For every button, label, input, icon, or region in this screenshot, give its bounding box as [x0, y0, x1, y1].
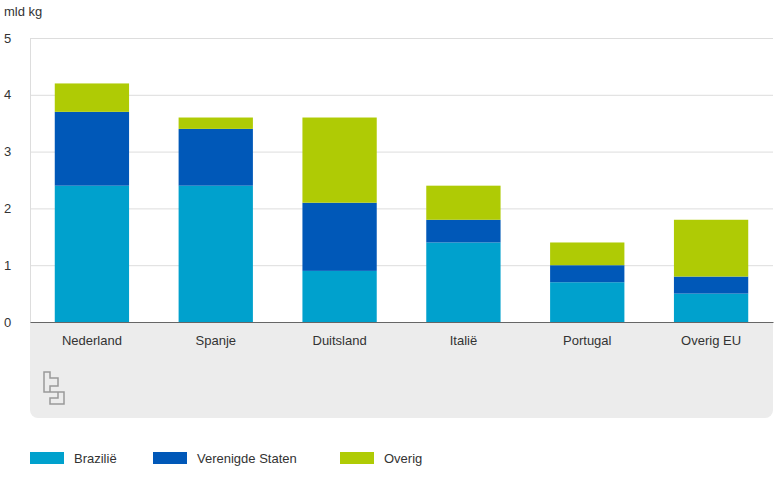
chart: 0 1 2 3 4 5 mld kg Nederland Spanje Duitsland Ital… [0, 0, 779, 477]
bar [55, 186, 129, 322]
legend-swatch [153, 452, 187, 464]
bar [674, 277, 748, 294]
grid-line [30, 152, 773, 153]
y-tick: 5 [4, 31, 773, 46]
bar [426, 242, 500, 322]
x-tick-label: Spanje [196, 333, 236, 348]
y-axis: 0 1 2 3 4 5 [4, 31, 773, 330]
bar [674, 294, 748, 322]
bar [179, 186, 253, 322]
bar [55, 83, 129, 111]
bar [302, 203, 376, 271]
y-tick-label: 5 [4, 31, 11, 46]
y-tick-label: 3 [4, 144, 11, 159]
x-tick: Nederland [62, 322, 122, 348]
bar [426, 186, 500, 220]
axis-panel [30, 322, 773, 418]
x-tick-label: Nederland [62, 333, 122, 348]
x-tick: Spanje [196, 322, 236, 348]
bar [302, 118, 376, 203]
y-tick-label: 4 [4, 87, 11, 102]
y-tick-label: 2 [4, 201, 11, 216]
bar [674, 220, 748, 277]
grid-line [30, 38, 773, 39]
bar [179, 118, 253, 129]
y-tick-label: 0 [4, 315, 11, 330]
x-tick: Duitsland [312, 322, 366, 348]
legend-swatch [340, 452, 374, 464]
bar [550, 242, 624, 265]
x-axis: Nederland Spanje Duitsland Italië Portugal Ov… [31, 322, 774, 348]
bar [550, 282, 624, 322]
legend-item: Overig [340, 451, 422, 466]
x-tick-label: Overig EU [681, 333, 741, 348]
legend-label: Brazilië [74, 451, 117, 466]
x-tick-label: Portugal [563, 333, 612, 348]
bar [179, 129, 253, 186]
bar [550, 265, 624, 282]
logo [44, 372, 64, 404]
grid-line [30, 322, 773, 323]
legend: Brazilië Verenigde Staten Overig [30, 451, 422, 466]
x-tick: Overig EU [681, 322, 741, 348]
legend-item: Brazilië [30, 451, 117, 466]
x-tick-label: Italië [450, 333, 477, 348]
legend-swatch [30, 452, 64, 464]
legend-label: Verenigde Staten [197, 451, 297, 466]
grid-line [30, 265, 773, 266]
bar [302, 271, 376, 322]
bars [55, 83, 748, 322]
bar [426, 220, 500, 243]
bar [55, 112, 129, 186]
x-tick: Italië [450, 322, 477, 348]
legend-label: Overig [384, 451, 422, 466]
x-axis-line [31, 322, 774, 323]
legend-item: Verenigde Staten [153, 451, 297, 466]
y-tick-label: 1 [4, 258, 11, 273]
x-tick: Portugal [563, 322, 612, 348]
logo-shape [44, 372, 64, 404]
x-tick-label: Duitsland [312, 333, 366, 348]
grid-line [30, 208, 773, 209]
grid-line [30, 95, 773, 96]
y-axis-line [30, 39, 31, 323]
y-axis-title: mld kg [4, 4, 42, 19]
